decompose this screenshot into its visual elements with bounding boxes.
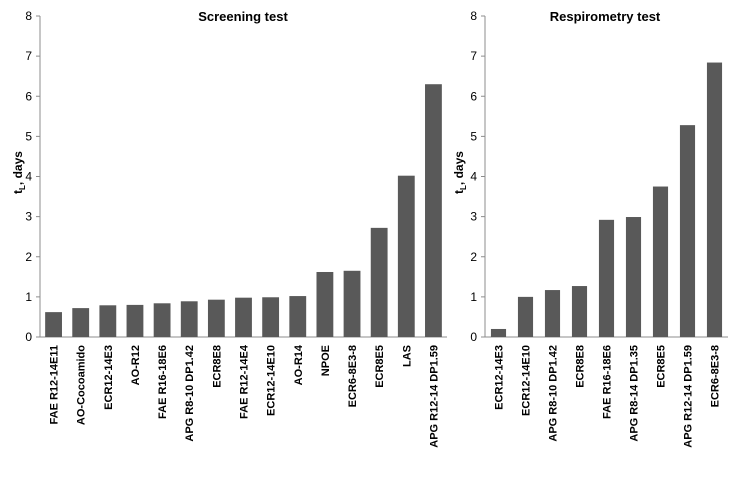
screening-chart: Screening test 0 1 2 3 4 5 6 7 8 tL, days FAE R12-1… xyxy=(11,9,447,448)
bar xyxy=(235,297,252,337)
bar xyxy=(397,175,415,337)
x-category-label: LAS xyxy=(401,345,413,367)
x-category-label: FAE R16-18E6 xyxy=(157,345,169,419)
bar xyxy=(652,186,669,337)
x-category-label: APG R12-14 DP1.59 xyxy=(428,345,440,448)
y-tick-label: 5 xyxy=(470,129,477,143)
bar xyxy=(153,303,171,337)
bar xyxy=(679,125,696,337)
x-category-label: FAE R16-18E6 xyxy=(602,345,614,419)
y-tick-label: 2 xyxy=(25,250,32,264)
x-category-label: ECR6-8E3-8 xyxy=(710,345,722,407)
y-tick-label: 2 xyxy=(470,250,477,264)
x-category-label: ECR12-14E3 xyxy=(494,345,506,410)
bar xyxy=(99,305,117,337)
y-tick-label: 4 xyxy=(25,170,32,184)
bar xyxy=(571,286,588,337)
x-category-label: ECR8E8 xyxy=(575,345,587,388)
x-category-label: APG R8-10 DP1.42 xyxy=(184,345,196,442)
bar xyxy=(207,299,225,337)
x-category-label: APG R12-14 DP1.59 xyxy=(683,345,695,448)
y-tick-label: 3 xyxy=(25,210,32,224)
x-category-label: AO-Cocoamido xyxy=(76,345,88,425)
bar xyxy=(517,296,534,337)
bar xyxy=(316,271,334,337)
bar xyxy=(289,296,307,337)
bar xyxy=(45,312,62,337)
y-tick-label: 0 xyxy=(25,330,32,344)
x-category-label: ECR8E5 xyxy=(656,345,668,388)
y-tick-label: 1 xyxy=(25,290,32,304)
bar xyxy=(72,308,90,337)
x-category-label: APG R8-10 DP1.42 xyxy=(548,345,560,442)
x-category-label: AO-R14 xyxy=(293,344,305,385)
bar xyxy=(625,217,642,337)
x-category-label: NPOE xyxy=(320,345,332,376)
y-tick-label: 7 xyxy=(470,49,477,63)
y-tick-label: 8 xyxy=(470,9,477,23)
y-tick-label: 5 xyxy=(25,129,32,143)
bar xyxy=(370,227,388,337)
bar xyxy=(425,84,442,338)
x-category-label: ECR6-8E3-8 xyxy=(347,345,359,407)
y-tick-label: 3 xyxy=(470,210,477,224)
bar xyxy=(544,290,561,337)
y-tick-label: 0 xyxy=(470,330,477,344)
x-category-label: FAE R12-14E11 xyxy=(49,345,61,425)
y-axis-title: tL, days xyxy=(452,151,468,194)
bar xyxy=(598,219,615,337)
x-category-label: ECR12-14E3 xyxy=(103,345,115,410)
x-category-label: ECR12-14E10 xyxy=(521,345,533,416)
y-tick-label: 6 xyxy=(470,89,477,103)
y-tick-label: 6 xyxy=(25,89,32,103)
x-category-label: APG R8-14 DP1.35 xyxy=(629,345,641,442)
y-tick-label: 8 xyxy=(25,9,32,23)
chart-title: Screening test xyxy=(198,9,288,24)
x-category-label: ECR8E5 xyxy=(374,345,386,388)
bar xyxy=(126,304,144,337)
x-category-label: ECR8E8 xyxy=(211,345,223,388)
bar xyxy=(706,62,723,338)
x-category-label: ECR12-14E10 xyxy=(266,345,278,416)
bar xyxy=(262,297,280,337)
chart-title: Respirometry test xyxy=(550,9,661,24)
x-category-label: FAE R12-14E4 xyxy=(239,344,251,419)
bar xyxy=(343,270,361,337)
y-tick-label: 7 xyxy=(25,49,32,63)
x-category-label: AO-R12 xyxy=(130,345,142,385)
bar xyxy=(490,328,507,337)
respirometry-chart: Respirometry test 0 1 2 3 4 5 6 7 8 tL, days ECR12-… xyxy=(452,9,728,448)
y-tick-label: 4 xyxy=(470,170,477,184)
bar xyxy=(180,301,198,337)
y-axis-title: tL, days xyxy=(11,151,27,194)
y-tick-label: 1 xyxy=(470,290,477,304)
